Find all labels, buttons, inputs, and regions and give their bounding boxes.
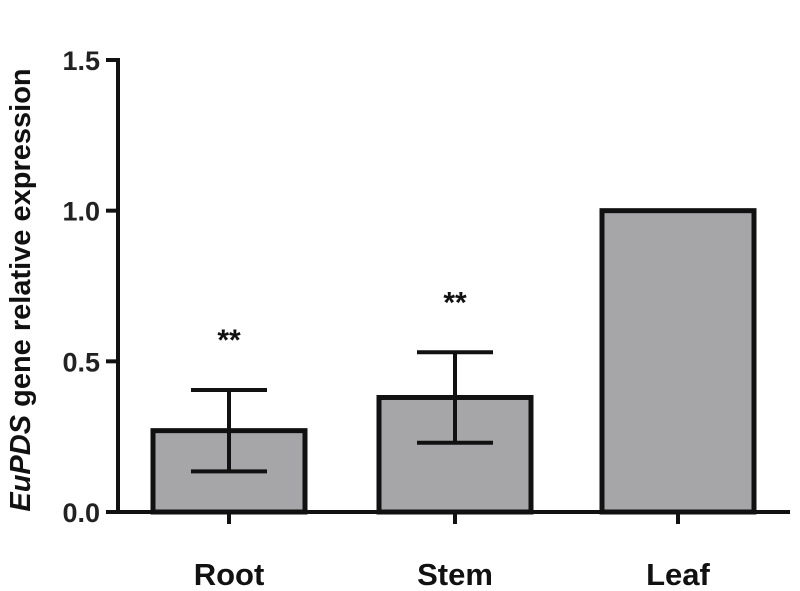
significance-root: **	[217, 324, 241, 357]
x-tick-label-leaf: Leaf	[646, 557, 710, 591]
plot-area: 0.0 0.5 1.0 1.5 Root ** Stem ** Leaf	[62, 46, 790, 591]
y-tick-label-2: 1.0	[62, 197, 100, 227]
y-axis-label-gene: EuPDS	[5, 414, 37, 511]
significance-stem: **	[443, 286, 467, 319]
x-tick-label-root: Root	[194, 557, 265, 591]
y-tick-label-0: 0.0	[62, 498, 100, 528]
y-axis-label: EuPDS gene relative expression	[5, 68, 37, 511]
y-tick-label-3: 1.5	[62, 46, 100, 76]
y-axis-label-text: gene relative expression	[5, 68, 37, 415]
y-tick-label-1: 0.5	[62, 347, 100, 377]
x-tick-label-stem: Stem	[417, 557, 493, 591]
bar-leaf	[599, 208, 757, 515]
